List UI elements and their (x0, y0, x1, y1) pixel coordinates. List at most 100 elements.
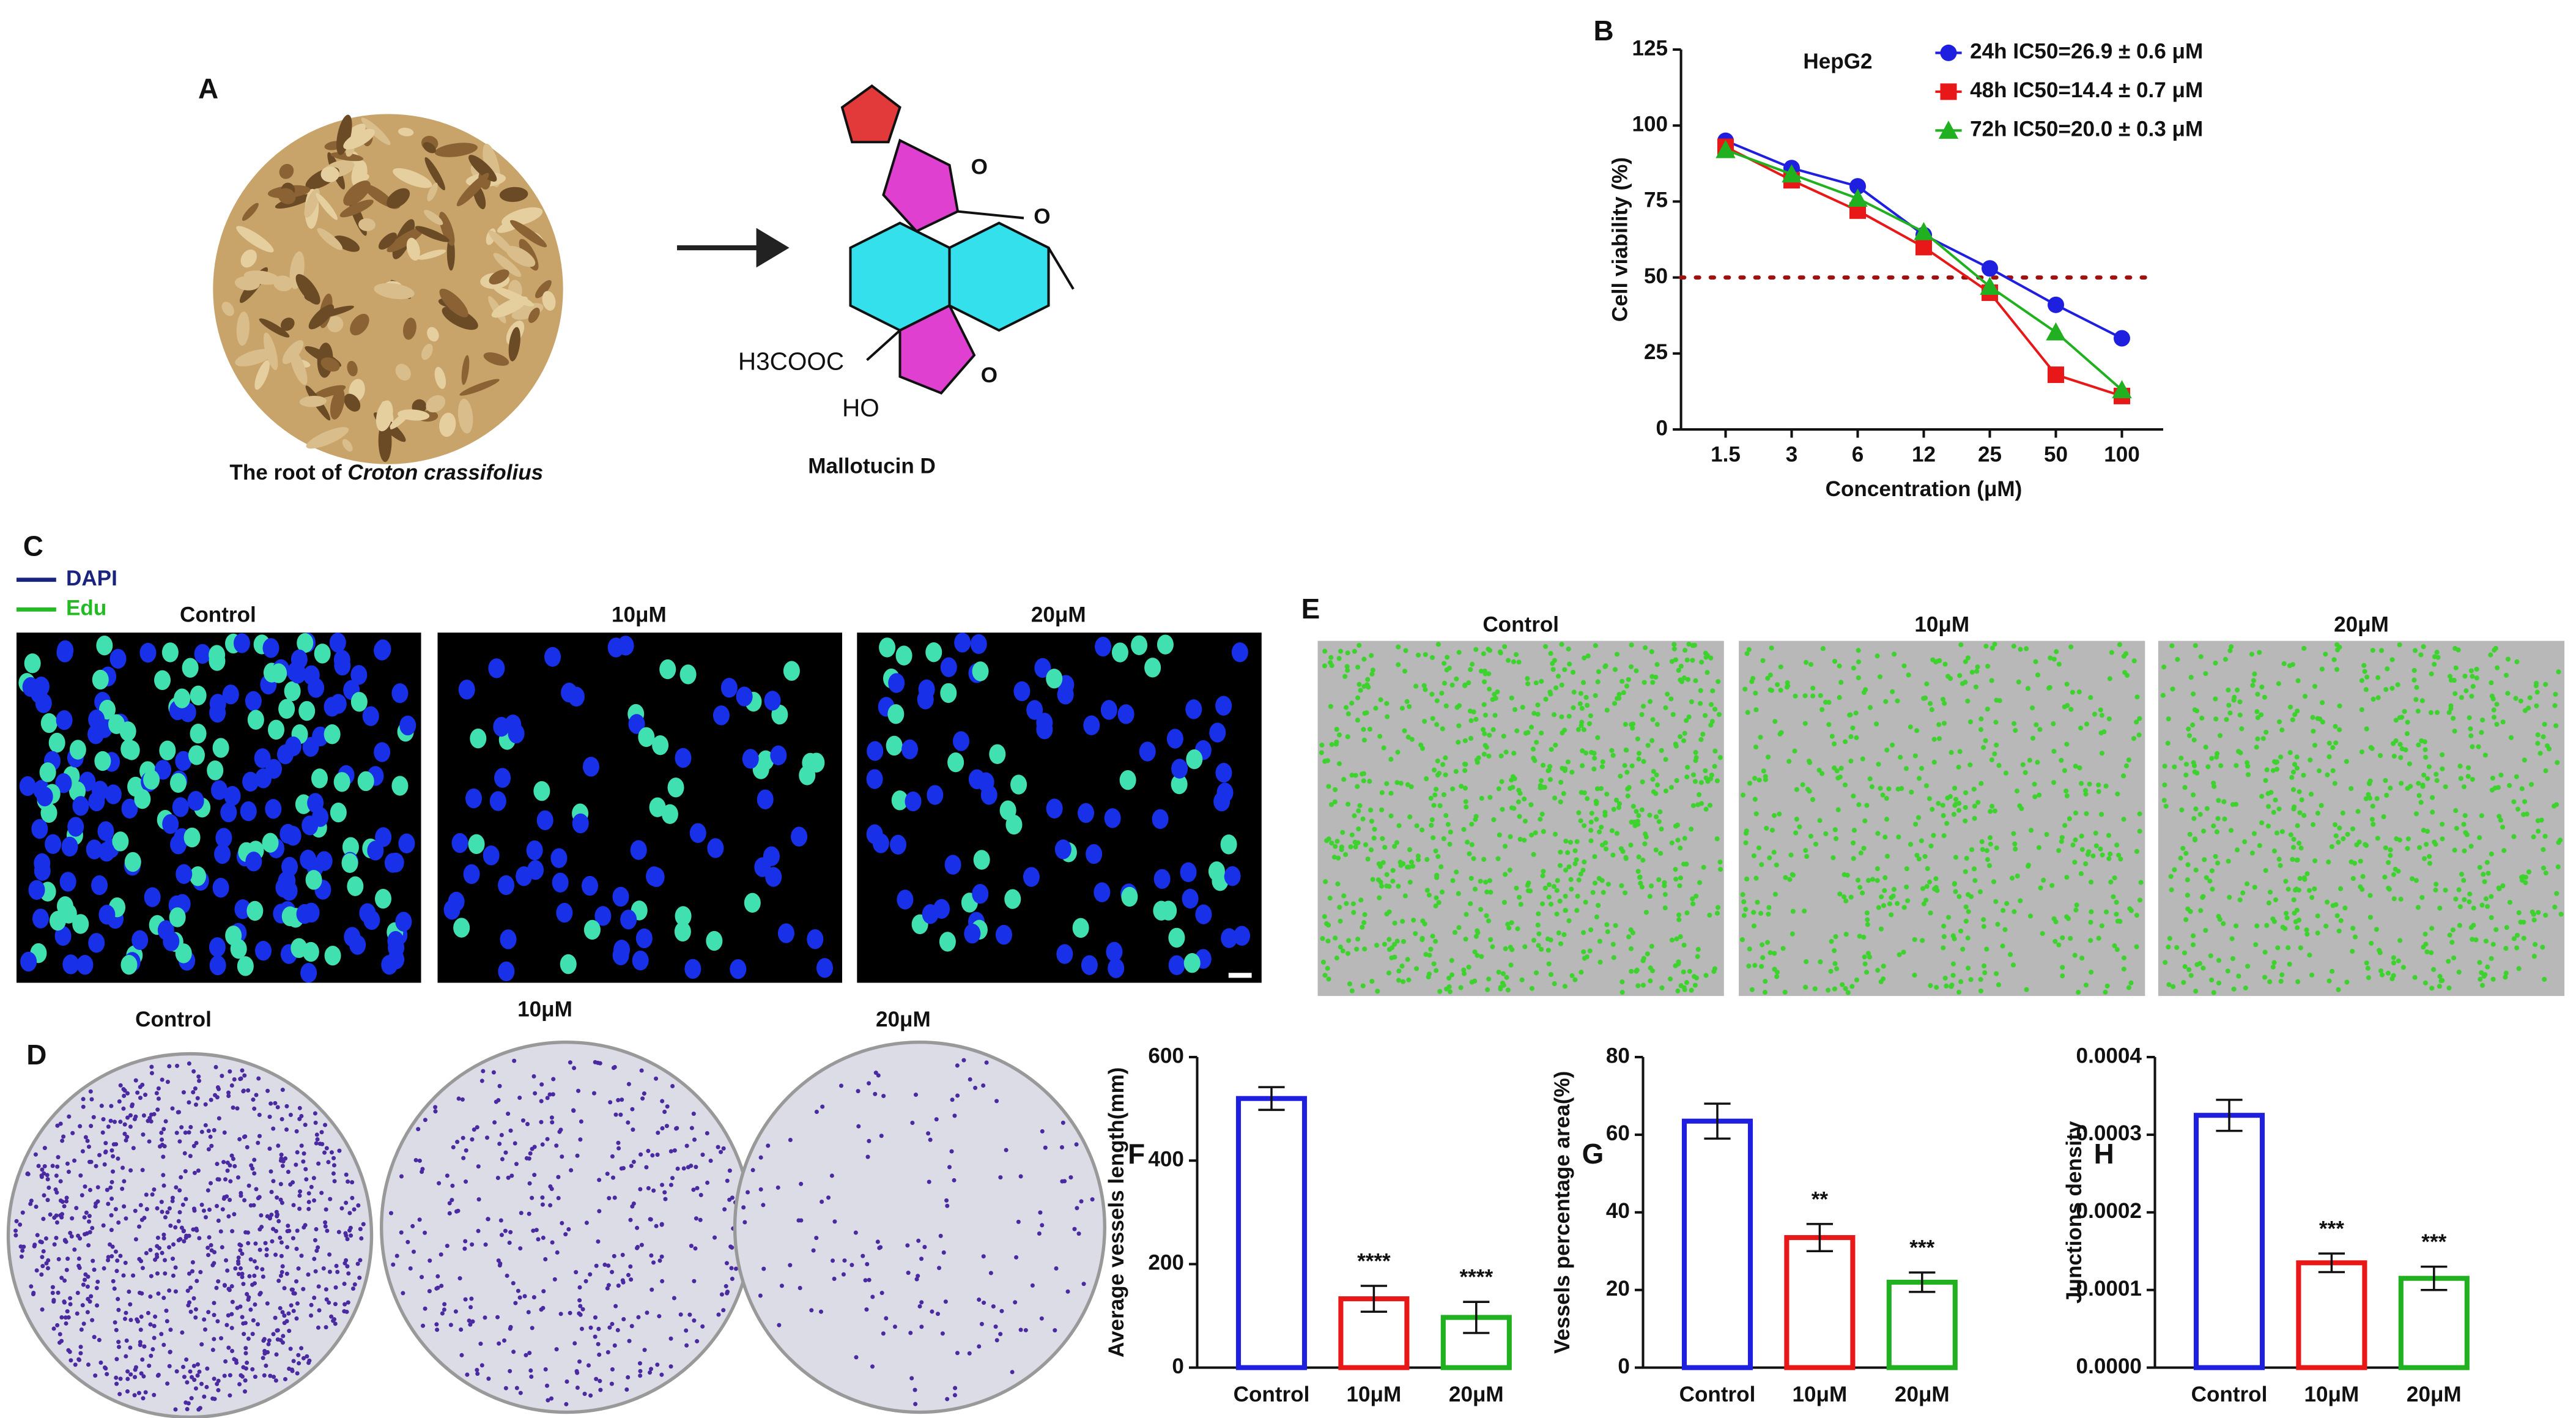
nucleus (1081, 955, 1098, 975)
colony (344, 1200, 349, 1205)
colony (36, 1164, 41, 1168)
colony (193, 1315, 198, 1320)
colony (177, 1139, 182, 1144)
colony (237, 1242, 242, 1247)
nucleus (764, 691, 781, 711)
cell (2160, 692, 2166, 698)
nucleus (1185, 699, 1202, 719)
colony (116, 1297, 120, 1302)
cell (1751, 910, 1756, 915)
cell (1563, 867, 1569, 873)
nucleus (594, 906, 612, 926)
colony (263, 1241, 268, 1245)
cell (1909, 789, 1914, 795)
colony (94, 1201, 98, 1206)
colony (547, 1092, 552, 1097)
cell (1589, 749, 1594, 755)
nucleus (505, 715, 522, 735)
cell (2000, 908, 2006, 913)
cell (2126, 757, 2131, 763)
colony (297, 1206, 302, 1211)
colony (514, 1386, 519, 1390)
cell (1583, 694, 1589, 700)
panel-letter: E (1301, 593, 1320, 625)
colony (299, 1143, 304, 1148)
colony (594, 1263, 599, 1268)
colony (92, 1335, 97, 1340)
cell (2451, 716, 2456, 721)
cell (1767, 855, 1772, 861)
colony (346, 1271, 351, 1276)
cell (1752, 776, 1758, 781)
colony (63, 1315, 68, 1320)
colony (113, 1249, 118, 1254)
cell (2270, 768, 2276, 773)
colony (991, 1304, 996, 1309)
colony (311, 1176, 316, 1181)
cell (1890, 689, 1895, 694)
cell (2434, 710, 2440, 715)
cell (2194, 770, 2200, 776)
cell (2434, 778, 2440, 783)
root-piece (378, 232, 398, 250)
cell (2276, 806, 2282, 812)
cell (2333, 724, 2338, 729)
cell (2330, 745, 2336, 751)
cell (1488, 937, 1493, 943)
cell (1963, 659, 1968, 664)
cell (2273, 797, 2278, 803)
nucleus (649, 797, 666, 817)
colony (55, 1323, 60, 1327)
colony (212, 1337, 217, 1342)
cell (1717, 755, 1723, 760)
cell (2429, 986, 2435, 991)
colony (448, 1323, 453, 1327)
cell (1774, 862, 1779, 868)
root-piece (442, 306, 478, 330)
cell (2501, 848, 2507, 853)
x-axis-label: Concentration (μM) (1826, 477, 2023, 501)
cell (1678, 664, 1684, 669)
cell (2301, 773, 2306, 778)
cell (2418, 800, 2424, 805)
cell (1908, 724, 1913, 730)
colony (1072, 1227, 1077, 1231)
cell (2531, 917, 2537, 922)
colony (912, 1387, 917, 1392)
cell (1960, 681, 1965, 686)
colony (230, 1229, 235, 1234)
colony (203, 1123, 208, 1127)
colony (454, 1209, 459, 1214)
cell (1325, 938, 1331, 944)
cell (1407, 703, 1412, 710)
cell (1580, 867, 1586, 873)
colony (626, 1120, 631, 1125)
colony (274, 1352, 279, 1357)
cell (1942, 975, 1948, 981)
cell (1348, 844, 1353, 850)
cell (1848, 759, 1854, 764)
cell (2397, 741, 2403, 747)
x-tick-label: 50 (2044, 442, 2068, 466)
cell (2092, 711, 2098, 717)
cell (2004, 900, 2010, 907)
cell (1358, 897, 1364, 903)
colony (149, 1071, 154, 1075)
cell (1982, 963, 1987, 969)
cell (1802, 721, 1808, 726)
cell (1575, 727, 1582, 732)
colony (491, 1070, 496, 1075)
colony (173, 1225, 178, 1230)
colony (237, 1137, 242, 1141)
colony (693, 1246, 698, 1251)
bar (2296, 1260, 2367, 1370)
cell (1572, 977, 1578, 982)
cell (2413, 878, 2419, 883)
cell (1772, 951, 1777, 956)
cell (1481, 702, 1487, 707)
nucleus (289, 664, 306, 684)
cell (1618, 773, 1623, 779)
root-piece (304, 188, 320, 218)
colony (303, 1167, 308, 1171)
cell (2215, 815, 2221, 822)
